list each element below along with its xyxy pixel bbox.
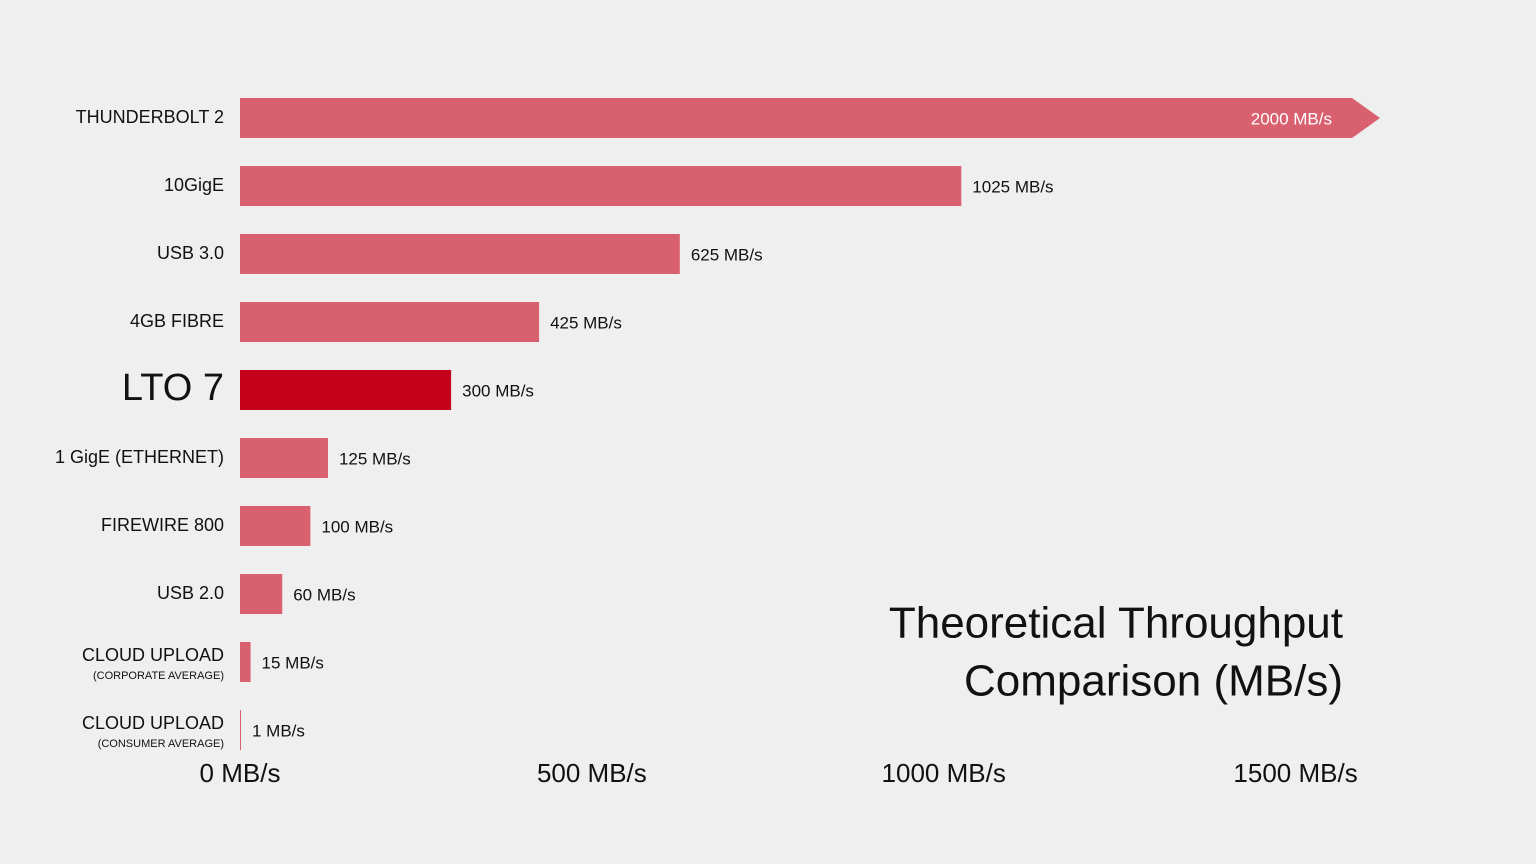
- y-tick-label: USB 2.0: [157, 583, 224, 603]
- y-tick-label: 1 GigE (ETHERNET): [55, 447, 224, 467]
- y-tick-label: THUNDERBOLT 2: [76, 107, 224, 127]
- value-label: 300 MB/s: [462, 381, 534, 400]
- y-tick-label: 4GB FIBRE: [130, 311, 224, 331]
- bar: [240, 166, 962, 206]
- value-label: 2000 MB/s: [1251, 109, 1332, 128]
- value-label: 625 MB/s: [691, 245, 763, 264]
- value-label: 425 MB/s: [550, 313, 622, 332]
- value-label: 1025 MB/s: [972, 177, 1053, 196]
- y-tick-label: 10GigE: [164, 175, 224, 195]
- x-tick-label: 0 MB/s: [200, 758, 281, 788]
- x-tick-label: 1000 MB/s: [882, 758, 1006, 788]
- bar: [240, 642, 251, 682]
- bar: [240, 98, 1380, 138]
- bar: [240, 506, 311, 546]
- y-tick-label: FIREWIRE 800: [101, 515, 224, 535]
- chart-title: Theoretical Throughput: [889, 599, 1343, 648]
- x-tick-label: 1500 MB/s: [1233, 758, 1357, 788]
- value-label: 15 MB/s: [262, 653, 324, 672]
- bar: [240, 574, 283, 614]
- value-label: 1 MB/s: [252, 721, 305, 740]
- y-tick-note: (CORPORATE AVERAGE): [93, 670, 224, 682]
- y-tick-note: (CONSUMER AVERAGE): [98, 738, 224, 750]
- value-label: 100 MB/s: [321, 517, 393, 536]
- x-tick-label: 500 MB/s: [537, 758, 647, 788]
- bar: [240, 234, 680, 274]
- y-tick-label: CLOUD UPLOAD: [82, 645, 224, 665]
- bar: [240, 438, 328, 478]
- value-label: 125 MB/s: [339, 449, 411, 468]
- bar: [240, 710, 241, 750]
- y-tick-label: USB 3.0: [157, 243, 224, 263]
- y-tick-label: CLOUD UPLOAD: [82, 713, 224, 733]
- y-tick-label: LTO 7: [122, 367, 224, 409]
- chart-title: Comparison (MB/s): [964, 657, 1343, 706]
- bar: [240, 370, 452, 410]
- value-label: 60 MB/s: [293, 585, 355, 604]
- bar: [240, 302, 540, 342]
